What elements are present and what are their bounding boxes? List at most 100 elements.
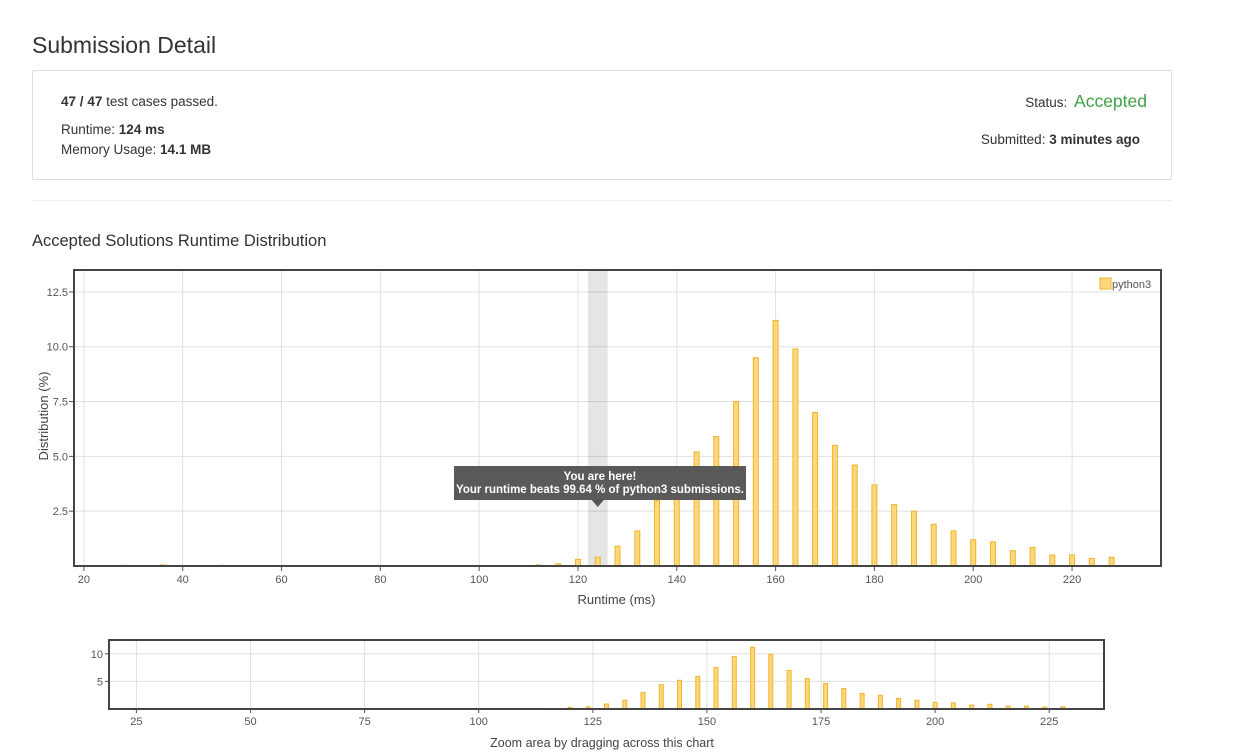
x-tick-label: 80 (374, 574, 386, 586)
legend-swatch (1099, 277, 1112, 290)
distribution-bar[interactable] (614, 545, 621, 567)
distribution-bar[interactable] (970, 539, 977, 567)
your-runtime-highlight (587, 270, 608, 566)
runtime-tooltip-box (454, 466, 746, 500)
y-tick-label: 7.5 (53, 397, 68, 409)
zoom-distribution-bar (768, 653, 774, 710)
x-tick-label: 160 (766, 574, 784, 586)
distribution-bar[interactable] (891, 504, 898, 567)
zoom-distribution-bar (713, 667, 719, 710)
distribution-bar[interactable] (930, 523, 937, 567)
zoom-x-tick-label: 225 (1040, 716, 1058, 728)
runtime-distribution-chart[interactable]: 20 40 60 80 100 120 140 160 180 200 220 2.5 5.0 7.5 10… (0, 258, 1247, 618)
distribution-bar[interactable] (772, 319, 779, 567)
distribution-bar[interactable] (594, 556, 601, 567)
y-tick-label: 5.0 (53, 451, 68, 463)
zoom-distribution-bar (804, 678, 810, 710)
runtime-tooltip-arrow (591, 500, 604, 507)
x-tick-label: 20 (78, 574, 90, 586)
zoom-distribution-bar (914, 699, 920, 710)
passed-suffix: test cases passed. (106, 94, 218, 109)
zoom-x-tick-label: 150 (698, 716, 716, 728)
zoom-distribution-bar (750, 646, 756, 710)
tooltip-text: Your runtime beats 99.64 % of python3 su… (456, 484, 744, 496)
x-tick-label: 40 (177, 574, 189, 586)
x-tick-label: 60 (275, 574, 287, 586)
zoom-x-tick-label: 200 (926, 716, 944, 728)
plot-area (74, 270, 1161, 566)
distribution-bar[interactable] (990, 541, 996, 567)
x-tick-label: 220 (1063, 574, 1081, 586)
section-title: Accepted Solutions Runtime Distribution (32, 232, 327, 250)
distribution-bar[interactable] (792, 348, 799, 567)
status-value[interactable]: Accepted (1074, 91, 1147, 111)
x-tick-label: 120 (569, 574, 587, 586)
test-cases-line: 47 / 47 test cases passed. (61, 94, 218, 109)
x-tick-label: 100 (470, 574, 488, 586)
plot-frame (73, 269, 1162, 567)
zoom-x-tick-label: 125 (584, 716, 602, 728)
distribution-bar[interactable] (1088, 557, 1095, 567)
distribution-bar[interactable] (911, 510, 917, 567)
submitted-label: Submitted: (980, 132, 1046, 147)
zoom-distribution-bar (859, 693, 865, 710)
y-tick-label: 2.5 (53, 506, 68, 518)
distribution-bar[interactable] (752, 357, 759, 567)
distribution-bar[interactable] (713, 436, 720, 567)
zoom-plot-frame (108, 639, 1105, 710)
zoom-x-tick-label: 75 (358, 716, 370, 728)
distribution-bar[interactable] (871, 484, 878, 567)
runtime-label: Runtime: (61, 122, 116, 137)
zoom-distribution-bar (896, 698, 902, 710)
zoom-distribution-bar (622, 699, 628, 710)
status-line: Status: Accepted (1025, 91, 1147, 112)
zoom-distribution-bar (658, 684, 664, 710)
passed-count: 47 (61, 94, 77, 109)
y-tick-label: 12.5 (47, 287, 68, 299)
distribution-bar[interactable] (634, 530, 641, 567)
zoom-distribution-bar (640, 691, 646, 710)
page-title: Submission Detail (32, 32, 217, 58)
distribution-bar[interactable] (851, 464, 858, 567)
distribution-bar[interactable] (1029, 546, 1036, 567)
zoom-distribution-bar (823, 683, 829, 710)
distribution-bar[interactable] (1108, 556, 1115, 567)
distribution-bar[interactable] (654, 499, 660, 567)
distribution-bar[interactable] (812, 412, 819, 567)
zoom-caption: Zoom area by dragging across this chart (490, 736, 714, 750)
count-separator: / (79, 94, 84, 109)
distribution-bar[interactable] (950, 530, 957, 567)
x-axis-title: Runtime (ms) (577, 592, 655, 607)
zoom-overview-chart[interactable]: 25 50 75 100 125 150 175 200 225 5 10 Zoom area by … (0, 630, 1247, 754)
total-count: 47 (87, 94, 103, 109)
y-axis-title: Distribution (%) (36, 372, 51, 461)
memory-value: 14.1 MB (160, 142, 212, 157)
x-tick-label: 180 (865, 574, 883, 586)
distribution-bar[interactable] (1069, 554, 1076, 567)
zoom-distribution-bar (695, 675, 701, 710)
zoom-x-tick-label: 175 (812, 716, 830, 728)
submitted-value: 3 minutes ago (1049, 132, 1140, 147)
zoom-distribution-bar (877, 694, 883, 710)
runtime-line: Runtime: 124 ms (61, 122, 165, 137)
zoom-x-tick-label: 50 (244, 716, 256, 728)
tooltip-title: You are here! (564, 471, 637, 483)
section-divider (32, 200, 1172, 201)
distribution-bar[interactable] (831, 444, 838, 567)
distribution-bar[interactable] (1009, 550, 1016, 567)
zoom-distribution-bar (677, 679, 682, 710)
submission-summary-panel: 47 / 47 test cases passed. Runtime: 124 … (32, 70, 1172, 180)
zoom-distribution-bar (841, 688, 847, 710)
zoom-distribution-bar (731, 656, 737, 710)
zoom-distribution-bar (786, 669, 792, 710)
zoom-y-tick-label: 5 (97, 676, 103, 688)
memory-label: Memory Usage: (61, 142, 157, 157)
memory-line: Memory Usage: 14.1 MB (61, 142, 211, 157)
status-label: Status: (1025, 95, 1068, 110)
y-tick-label: 10.0 (47, 342, 68, 354)
distribution-bar[interactable] (1049, 554, 1056, 567)
submitted-line: Submitted: 3 minutes ago (981, 132, 1140, 147)
runtime-value: 124 ms (118, 122, 165, 137)
x-tick-label: 140 (668, 574, 686, 586)
legend-label: python3 (1112, 279, 1151, 291)
